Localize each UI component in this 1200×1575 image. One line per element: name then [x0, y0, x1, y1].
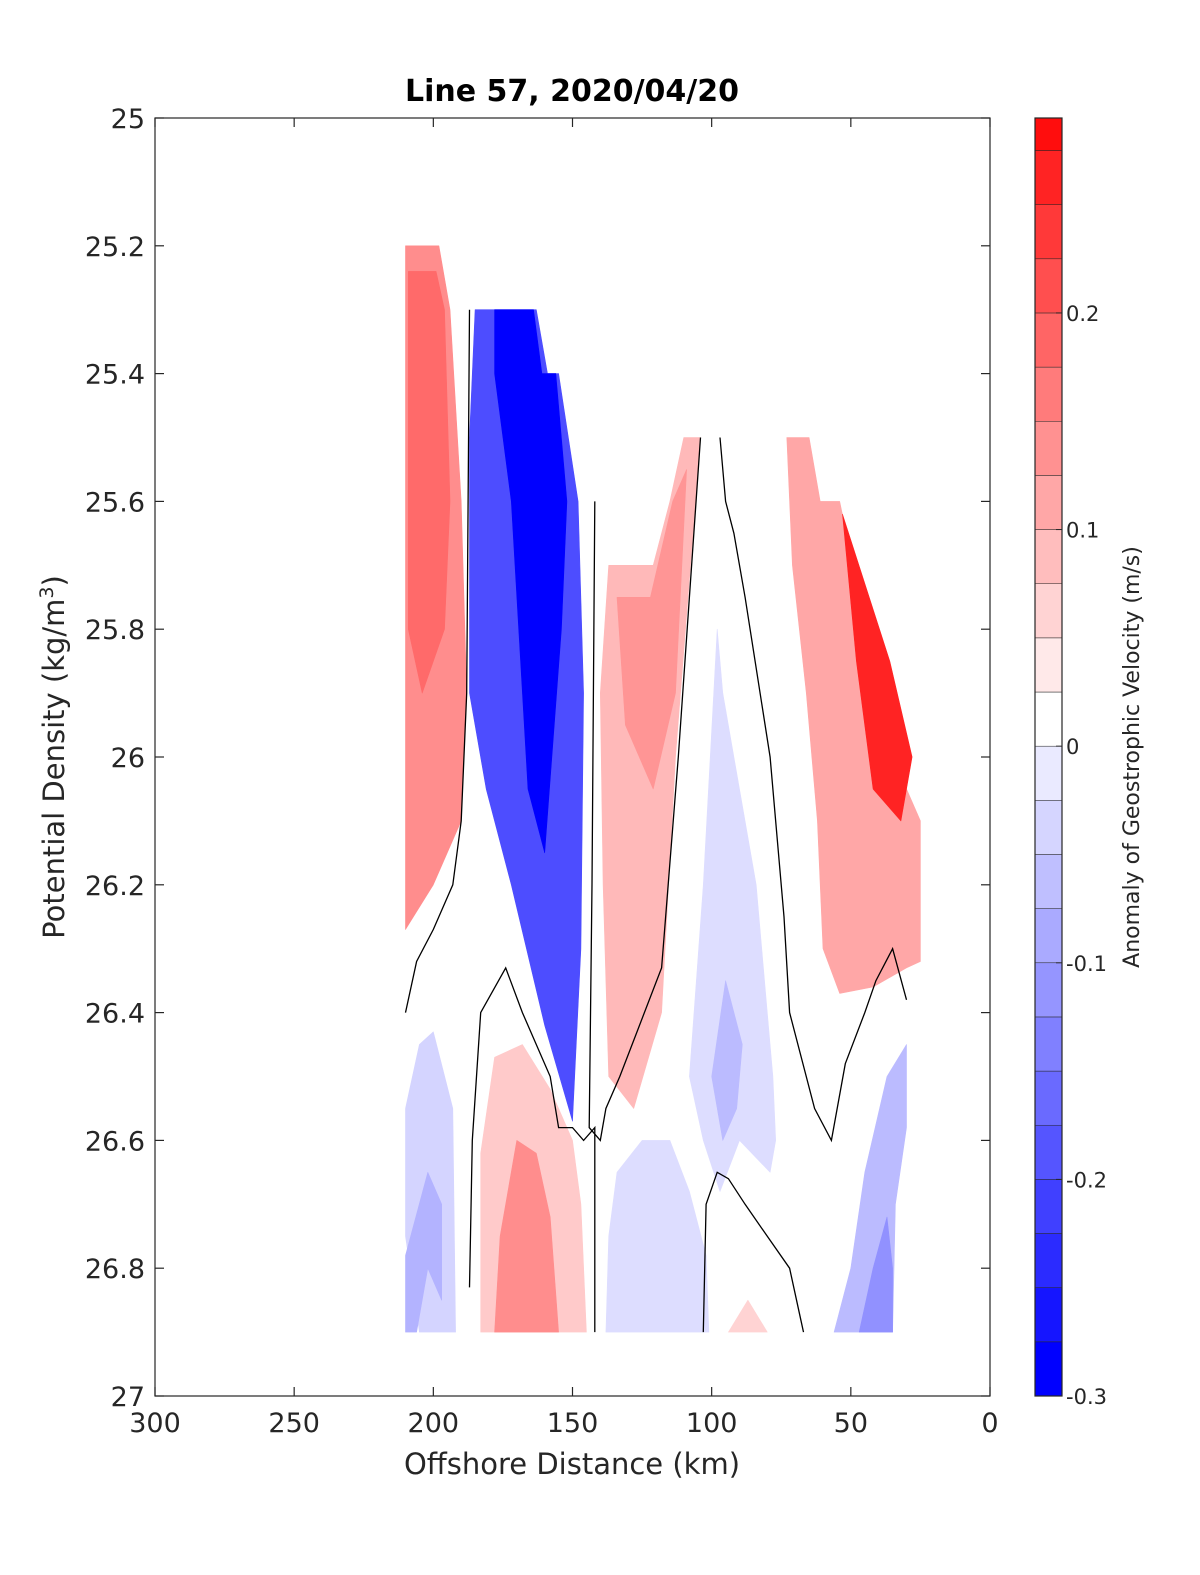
colorbar-band — [1034, 800, 1063, 855]
colorbar-band — [1034, 204, 1063, 260]
colorbar-tick-label: -0.3 — [1066, 1385, 1107, 1409]
y-tick-label: 26.4 — [85, 999, 145, 1030]
zero-contour-2 — [588, 437, 702, 1142]
x-tick-label: 300 — [129, 1408, 181, 1439]
colorbar-band — [1034, 150, 1063, 205]
colorbar-band — [1034, 1341, 1063, 1397]
y-axis-label-close: ) — [37, 575, 71, 586]
colorbar-band — [1034, 962, 1063, 1018]
colorbar-bands — [1034, 117, 1063, 1397]
x-axis: 300 250 200 150 100 50 0 — [129, 118, 999, 1439]
contour-region-nearshore-negative-core — [711, 980, 743, 1141]
colorbar-frame — [1034, 117, 1063, 1397]
zero-contour-layer — [404, 309, 908, 1333]
y-tick-label: 27 — [111, 1382, 145, 1413]
colorbar-band — [1034, 854, 1063, 909]
colorbar-tick-label: 0 — [1066, 735, 1079, 759]
contour-region-nearshore-positive-core — [842, 513, 913, 822]
colorbar-band — [1034, 637, 1063, 693]
colorbar-tick-label: -0.2 — [1066, 1168, 1107, 1192]
contour-region-deep-positive-small — [728, 1299, 768, 1333]
chart-title: Line 57, 2020/04/20 — [405, 74, 739, 109]
contour-fill-layer — [405, 245, 921, 1333]
x-tick-label: 150 — [547, 1408, 599, 1439]
colorbar-band — [1034, 1179, 1063, 1234]
contour-region-deep-negative-offshore-core — [405, 1172, 443, 1333]
colorbar-band — [1034, 312, 1063, 368]
colorbar-band — [1034, 1287, 1063, 1343]
plot-area: 300 250 200 150 100 50 0 2525.225.425.625.8262… — [85, 104, 999, 1439]
colorbar-band — [1034, 583, 1063, 639]
y-axis-label-text: Potential Density (kg/m — [37, 599, 71, 939]
colorbar-ticks: -0.3 -0.2 -0.1 0 0.1 0.2 — [1056, 302, 1107, 1409]
colorbar-band — [1034, 421, 1063, 476]
colorbar-band — [1034, 1233, 1063, 1288]
y-tick-label: 25.2 — [85, 232, 145, 263]
colorbar-label: Anomaly of Geostrophic Velocity (m/s) — [1120, 546, 1145, 968]
zero-contour-4 — [468, 966, 596, 1333]
colorbar-tick-label: -0.1 — [1066, 952, 1107, 976]
y-tick-label: 26.2 — [85, 871, 145, 902]
x-axis-label: Offshore Distance (km) — [404, 1447, 740, 1481]
contour-region-nearshore-positive-wedge — [786, 437, 921, 994]
y-axis-label-superscript: 3 — [36, 586, 58, 598]
x-tick-label: 100 — [686, 1408, 738, 1439]
y-axis-label: Potential Density (kg/m3) — [36, 575, 71, 939]
colorbar-band — [1034, 258, 1063, 314]
x-tick-label: 50 — [834, 1408, 868, 1439]
x-tick-label: 200 — [408, 1408, 460, 1439]
y-tick-label: 25.6 — [85, 487, 145, 518]
y-tick-label: 26.6 — [85, 1126, 145, 1157]
contour-region-offshore-positive-core — [407, 271, 451, 694]
y-tick-label: 25.8 — [85, 615, 145, 646]
y-tick-label: 26.8 — [85, 1254, 145, 1285]
contour-region-deep-positive-middle-core — [494, 1140, 559, 1333]
contour-region-nearshore-negative-column — [689, 628, 777, 1192]
y-tick-label: 25.4 — [85, 360, 145, 391]
colorbar-band — [1034, 908, 1063, 964]
colorbar-band — [1034, 1070, 1063, 1126]
y-tick-label: 26 — [111, 743, 145, 774]
x-tick-label: 0 — [981, 1408, 998, 1439]
colorbar-tick-label: 0.2 — [1066, 302, 1099, 326]
colorbar: -0.3 -0.2 -0.1 0 0.1 0.2 — [1034, 117, 1107, 1409]
contour-region-deep-negative-middle — [605, 1140, 710, 1333]
colorbar-band — [1034, 691, 1063, 747]
colorbar-tick-label: 0.1 — [1066, 519, 1099, 543]
contour-region-main-negative-core — [494, 309, 568, 854]
x-tick-label: 250 — [268, 1408, 320, 1439]
zero-contour-5 — [702, 1171, 805, 1333]
colorbar-band — [1034, 117, 1063, 151]
colorbar-band — [1034, 1124, 1063, 1180]
colorbar-band — [1034, 475, 1063, 530]
colorbar-band — [1034, 529, 1063, 584]
y-tick-label: 25 — [111, 104, 145, 135]
colorbar-band — [1034, 745, 1063, 801]
zero-contour-3 — [719, 437, 908, 1143]
colorbar-band — [1034, 366, 1063, 422]
contour-region-upper-positive-middle-core — [616, 469, 687, 790]
contour-region-deep-negative-nearshore-core — [858, 1216, 893, 1333]
y-axis: 25 25.2 25.4 25.6 25.8 26 26.2 26.4 26.6 26.8 27 — [85, 104, 990, 1413]
colorbar-band — [1034, 1016, 1063, 1072]
zero-contour-1 — [404, 309, 471, 1013]
